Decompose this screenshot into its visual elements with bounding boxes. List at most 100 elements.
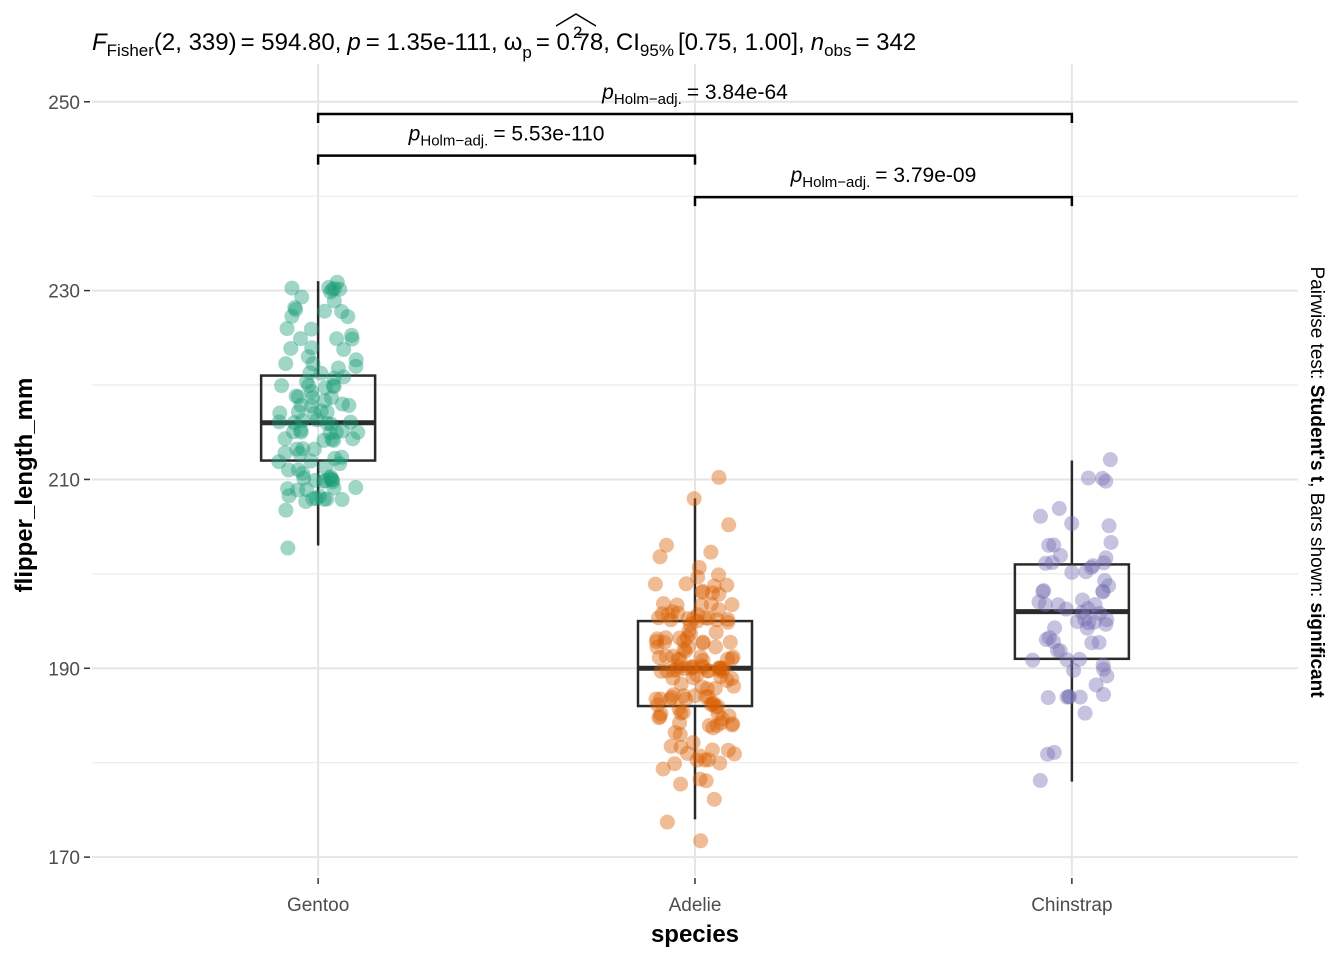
point-adelie	[707, 680, 723, 696]
point-gentoo	[344, 331, 360, 347]
point-gentoo	[293, 397, 309, 413]
subtitle-ci-sub: 95%	[640, 41, 674, 60]
point-gentoo	[295, 465, 311, 481]
point-gentoo	[323, 469, 339, 485]
point-adelie	[677, 660, 693, 676]
point-gentoo	[304, 384, 320, 400]
point-adelie	[682, 616, 698, 632]
point-chinstrap	[1095, 583, 1111, 599]
pairwise-label: pHolm−adj. = 3.79e-09	[790, 164, 977, 191]
point-chinstrap	[1098, 473, 1114, 489]
point-adelie	[711, 586, 727, 602]
point-chinstrap	[1087, 597, 1103, 613]
point-gentoo	[317, 303, 333, 319]
point-chinstrap	[1059, 652, 1075, 668]
point-adelie	[658, 630, 674, 646]
point-adelie	[650, 697, 666, 713]
point-adelie	[720, 651, 736, 667]
point-adelie	[705, 696, 721, 712]
point-gentoo	[280, 540, 296, 556]
point-gentoo	[293, 424, 309, 440]
point-adelie	[698, 689, 714, 705]
point-gentoo	[334, 423, 350, 439]
point-gentoo	[303, 453, 319, 469]
pairwise-caption: Pairwise test: Student's t, Bars shown: …	[1306, 266, 1327, 698]
point-adelie	[708, 624, 724, 640]
point-gentoo	[287, 300, 303, 316]
point-chinstrap	[1102, 452, 1118, 468]
point-adelie	[651, 710, 667, 726]
point-chinstrap	[1040, 690, 1056, 706]
point-adelie	[660, 607, 676, 623]
point-adelie	[667, 725, 683, 741]
point-gentoo	[327, 450, 343, 466]
x-tick-label: Chinstrap	[1031, 895, 1112, 916]
point-gentoo	[271, 414, 287, 430]
point-adelie	[693, 649, 709, 665]
point-gentoo	[326, 370, 342, 386]
point-gentoo	[277, 431, 293, 447]
point-chinstrap	[1101, 578, 1117, 594]
point-gentoo	[313, 365, 329, 381]
y-tick-label: 210	[48, 470, 80, 491]
point-gentoo	[299, 374, 315, 390]
point-gentoo	[330, 360, 346, 376]
point-adelie	[692, 748, 708, 764]
point-adelie	[648, 691, 664, 707]
x-axis: Gentoo Adelie Chinstrap	[287, 878, 1113, 916]
point-adelie	[683, 625, 699, 641]
point-adelie	[664, 604, 680, 620]
point-gentoo	[334, 492, 350, 508]
point-gentoo	[323, 416, 339, 432]
point-chinstrap	[1079, 620, 1095, 636]
point-adelie	[710, 706, 726, 722]
point-adelie	[679, 630, 695, 646]
point-gentoo	[293, 422, 309, 438]
point-gentoo	[272, 405, 288, 421]
point-adelie	[709, 717, 725, 733]
points	[271, 274, 1119, 849]
point-gentoo	[316, 432, 332, 448]
point-adelie	[690, 607, 706, 623]
y-tick-label: 190	[48, 659, 80, 680]
point-chinstrap	[1061, 689, 1077, 705]
point-chinstrap	[1046, 744, 1062, 760]
point-chinstrap	[1098, 616, 1114, 632]
point-gentoo	[317, 393, 333, 409]
pairwise-label: pHolm−adj. = 3.84e-64	[601, 81, 788, 108]
point-adelie	[658, 537, 674, 553]
point-adelie	[665, 687, 681, 703]
point-adelie	[672, 727, 688, 743]
point-gentoo	[317, 460, 333, 476]
point-gentoo	[309, 412, 325, 428]
point-adelie	[653, 663, 669, 679]
subtitle-ci: CI	[616, 29, 640, 56]
caption-test: Student's t	[1306, 385, 1327, 483]
point-adelie	[724, 671, 740, 687]
point-adelie	[720, 614, 736, 630]
point-chinstrap	[1095, 470, 1111, 486]
subtitle-stat: = 594.80,	[241, 29, 342, 56]
omega-squared-sup: 2	[573, 23, 582, 42]
point-gentoo	[345, 431, 361, 447]
point-adelie	[726, 678, 742, 694]
point-adelie	[672, 652, 688, 668]
point-adelie	[666, 662, 682, 678]
subtitle-p: p	[346, 29, 360, 56]
point-chinstrap	[1069, 614, 1085, 630]
point-adelie	[657, 634, 673, 650]
point-adelie	[691, 560, 707, 576]
point-adelie	[697, 610, 713, 626]
caption-middle: , Bars shown:	[1306, 482, 1327, 602]
point-adelie	[662, 692, 678, 708]
point-adelie	[663, 689, 679, 705]
point-chinstrap	[1025, 652, 1041, 668]
point-adelie	[651, 649, 667, 665]
point-adelie	[681, 623, 697, 639]
point-adelie	[706, 578, 722, 594]
point-chinstrap	[1074, 604, 1090, 620]
point-adelie	[678, 576, 694, 592]
point-gentoo	[289, 441, 305, 457]
point-gentoo	[290, 462, 306, 478]
